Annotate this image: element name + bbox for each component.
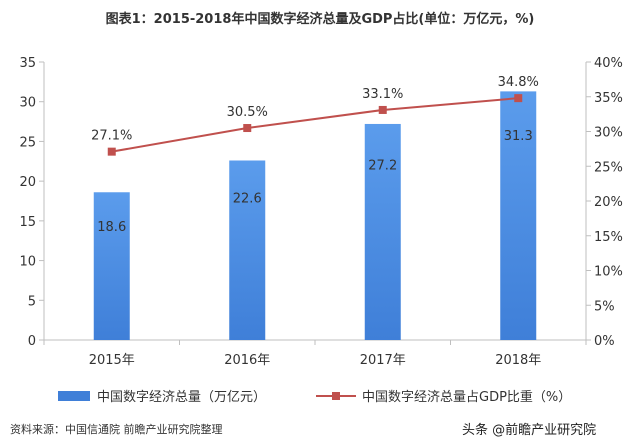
right-tick-label: 0% xyxy=(594,334,615,349)
legend-line-marker xyxy=(332,392,340,400)
bar xyxy=(500,91,537,340)
data-labels: 18.6 22.6 27.2 31.3 27.1% 30.5% 33.1% 34.8% xyxy=(91,75,539,235)
bar xyxy=(229,160,266,340)
bar xyxy=(93,192,130,340)
right-tick-label: 10% xyxy=(594,265,623,280)
bar-value-label: 18.6 xyxy=(97,220,126,235)
ratio-line xyxy=(111,97,519,153)
line-marker xyxy=(107,147,116,156)
legend: 中国数字经济总量（万亿元） 中国数字经济总量占GDP比重（%） xyxy=(58,389,571,405)
left-tick-label: 10 xyxy=(19,255,36,270)
left-tick-label: 15 xyxy=(19,215,36,230)
line-value-label: 30.5% xyxy=(227,105,268,120)
bar-value-label: 31.3 xyxy=(504,129,533,144)
left-tick-label: 0 xyxy=(28,334,36,349)
right-tick-label: 20% xyxy=(594,195,623,210)
left-tick-label: 25 xyxy=(19,135,36,150)
right-tick-label: 40% xyxy=(594,56,623,71)
bar-value-label: 22.6 xyxy=(233,191,262,206)
right-tick-label: 30% xyxy=(594,126,623,141)
chart-title: 图表1：2015-2018年中国数字经济总量及GDP占比(单位：万亿元，%) xyxy=(105,12,535,27)
source-note: 资料来源：中国信通院 前瞻产业研究院整理 xyxy=(10,423,223,436)
right-tick-label: 35% xyxy=(594,91,623,106)
line-marker xyxy=(378,105,387,114)
legend-bar-swatch xyxy=(58,391,90,401)
legend-line-label: 中国数字经济总量占GDP比重（%） xyxy=(362,389,571,405)
line-marker xyxy=(514,94,523,103)
x-tick-label: 2015年 xyxy=(89,353,135,368)
credit-watermark: 头条 @前瞻产业研究院 xyxy=(462,423,597,438)
x-tick-label: 2017年 xyxy=(360,353,406,368)
bar-value-label: 27.2 xyxy=(368,159,397,174)
line-series xyxy=(107,94,523,156)
legend-bar-label: 中国数字经济总量（万亿元） xyxy=(97,390,266,405)
x-tick-label: 2018年 xyxy=(495,353,541,368)
bar xyxy=(364,123,401,340)
right-tick-label: 25% xyxy=(594,160,623,175)
bar-series xyxy=(93,91,537,340)
left-tick-label: 20 xyxy=(19,175,36,190)
right-tick-label: 5% xyxy=(594,299,615,314)
axes: 0 5 10 15 20 25 30 35 0% 5% 10% 15% 20% 25% 30% 35% 40% 2… xyxy=(19,56,622,368)
right-tick-label: 15% xyxy=(594,230,623,245)
left-tick-label: 35 xyxy=(19,56,36,71)
line-value-label: 34.8% xyxy=(498,75,539,90)
line-value-label: 33.1% xyxy=(362,87,403,102)
line-value-label: 27.1% xyxy=(91,129,132,144)
left-tick-label: 5 xyxy=(28,294,36,309)
line-marker xyxy=(243,124,252,133)
x-tick-label: 2016年 xyxy=(224,353,270,368)
left-tick-label: 30 xyxy=(19,96,36,111)
